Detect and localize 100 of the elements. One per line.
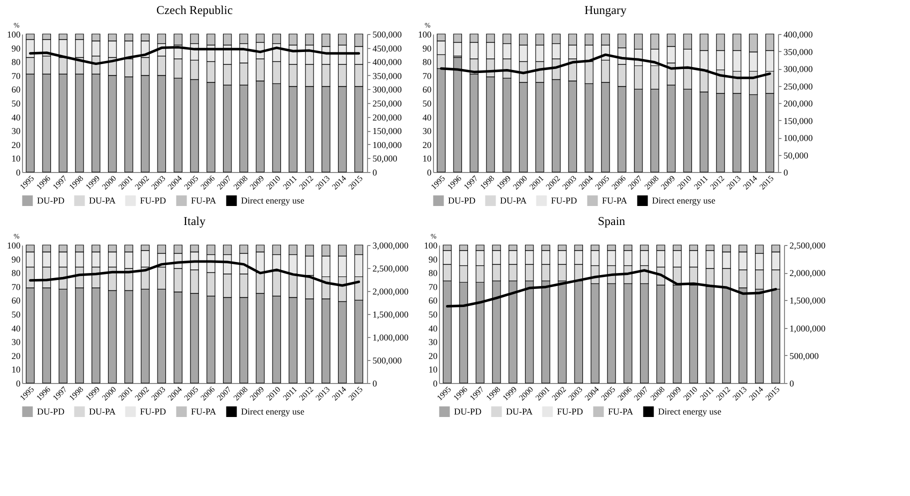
- y2-tick-label: 150,000: [784, 116, 814, 126]
- chart-title: Italy: [184, 214, 206, 228]
- legend-label: FU-PD: [557, 406, 584, 417]
- legend-label: FU-PA: [191, 196, 217, 206]
- y-tick-label: 70: [12, 70, 21, 81]
- y-tick-label: 40: [428, 323, 438, 334]
- y2-tick-label: 1,000,000: [790, 323, 826, 334]
- y-tick-label: 80: [428, 268, 438, 278]
- y2-tick-label: 0: [372, 378, 378, 388]
- legend-label: DU-PA: [506, 406, 534, 417]
- y-tick-label: 90: [422, 43, 432, 54]
- y-tick-label: 0: [16, 168, 21, 178]
- y2-tick-label: 350,000: [372, 70, 402, 81]
- y2-tick-label: 100,000: [784, 133, 814, 143]
- legend-label: Direct energy use: [241, 196, 304, 206]
- y-tick-label: 20: [422, 140, 432, 150]
- chart-title: Hungary: [584, 3, 626, 17]
- y-tick-label: 80: [12, 57, 21, 68]
- chart-title: Spain: [598, 214, 626, 228]
- y-tick-label: 60: [12, 296, 21, 306]
- y2-tick-label: 1,500,000: [372, 310, 409, 320]
- y-tick-label: 80: [12, 268, 21, 278]
- y-tick-label: 50: [12, 98, 21, 108]
- y-tick-label: 0: [433, 378, 438, 388]
- y2-tick-label: 400,000: [372, 57, 402, 68]
- y2-tick-label: 2,500,000: [372, 264, 409, 274]
- y2-tick-label: 500,000: [372, 356, 402, 366]
- y-tick-label: 100: [7, 30, 21, 40]
- legend-label: DU-PD: [37, 196, 65, 206]
- legend-label: DU-PA: [89, 406, 116, 417]
- legend-label: FU-PA: [602, 196, 628, 206]
- y2-tick-label: 500,000: [372, 30, 402, 40]
- legend-label: DU-PD: [454, 406, 482, 417]
- y2-tick-label: 0: [372, 168, 378, 178]
- y2-tick-label: 3,000,000: [372, 240, 409, 250]
- x-tick-label: 2001: [116, 384, 134, 402]
- y2-tick-label: 0: [784, 168, 788, 178]
- y2-tick-label: 1,500,000: [790, 296, 826, 306]
- legend-label: Direct energy use: [652, 196, 716, 206]
- y2-tick-label: 300,000: [372, 84, 402, 95]
- y-tick-label: 70: [12, 282, 21, 292]
- y-tick-label: 40: [12, 112, 21, 122]
- y-tick-label: 60: [428, 296, 438, 306]
- y-tick-label: 10: [12, 364, 21, 375]
- y-tick-label: 10: [12, 154, 21, 164]
- legend-label: FU-PD: [551, 196, 578, 206]
- x-tick-label: 2000: [100, 384, 118, 402]
- y-tick-label: 50: [422, 98, 432, 108]
- y-tick-label: 30: [428, 337, 438, 348]
- y-tick-label: 70: [428, 282, 438, 292]
- x-tick-label: 2001: [528, 174, 546, 192]
- y-tick-label: 100: [424, 240, 438, 250]
- chart-title: Czech Republic: [156, 3, 233, 17]
- legend-label: DU-PA: [500, 196, 528, 206]
- y2-tick-label: 250,000: [784, 81, 814, 92]
- y2-tick-label: 250,000: [372, 98, 402, 108]
- x-tick-label: 2011: [692, 174, 710, 192]
- y-tick-label: 20: [12, 140, 21, 150]
- x-tick-label: 2001: [116, 174, 134, 192]
- y2-tick-label: 200,000: [784, 98, 814, 108]
- y2-tick-label: 1,000,000: [372, 332, 409, 342]
- y-tick-label: 70: [422, 70, 432, 81]
- y2-tick-label: 2,500,000: [790, 240, 826, 250]
- y-tick-label: 30: [12, 126, 21, 136]
- y-tick-label: 0: [16, 378, 21, 388]
- x-tick-label: 1999: [84, 174, 102, 192]
- y-tick-label: 0: [427, 168, 432, 178]
- y-tick-label: 60: [422, 84, 432, 95]
- y2-tick-label: 500,000: [790, 350, 820, 361]
- y2-tick-label: 100,000: [372, 140, 402, 150]
- legend-label: DU-PD: [448, 196, 476, 206]
- x-tick-label: 2011: [281, 174, 299, 192]
- y-tick-label: 100: [418, 30, 432, 40]
- y-tick-label: 90: [12, 254, 21, 264]
- y2-tick-label: 300,000: [784, 64, 814, 74]
- y2-tick-label: 50,000: [372, 154, 398, 164]
- y-tick-label: 10: [422, 154, 432, 164]
- legend-label: Direct energy use: [658, 406, 722, 417]
- y-tick-label: 90: [428, 254, 438, 264]
- y2-tick-label: 400,000: [784, 30, 814, 40]
- y-tick-label: 40: [12, 323, 21, 334]
- x-tick-label: 1999: [84, 384, 102, 402]
- y2-tick-label: 350,000: [784, 46, 814, 57]
- x-tick-label: 2000: [511, 174, 530, 192]
- legend-label: Direct energy use: [241, 406, 304, 417]
- x-tick-label: 2000: [517, 384, 536, 402]
- y-tick-label: 30: [422, 126, 432, 136]
- y-tick-label: 40: [422, 112, 432, 122]
- legend-label: FU-PA: [608, 406, 634, 417]
- y-tick-label: 10: [428, 364, 438, 375]
- legend-label: FU-PD: [140, 196, 167, 206]
- x-tick-label: 1999: [494, 174, 513, 192]
- y2-tick-label: 2,000,000: [790, 268, 826, 278]
- legend-label: FU-PA: [191, 406, 217, 417]
- y-tick-label: 80: [422, 57, 432, 68]
- y-tick-label: 50: [12, 310, 21, 320]
- y2-tick-label: 0: [790, 378, 794, 388]
- legend-label: FU-PD: [140, 406, 167, 417]
- legend-label: DU-PD: [37, 406, 65, 417]
- x-tick-label: 2000: [100, 174, 118, 192]
